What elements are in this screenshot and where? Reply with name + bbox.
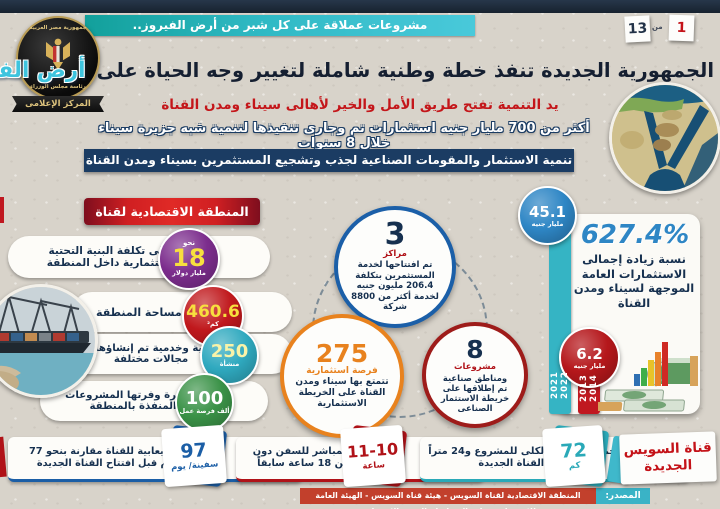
canal-capacity-badge: 97 سفينة/ يوم [161,424,227,488]
badge-unit: ألف فرصة عمل [179,406,230,415]
intro-line-2: أكثر من 700 مليار جنيه استثمارات تم وجار… [98,121,590,151]
left-edge-accent [0,197,4,223]
main-title-text: الجمهورية الجديدة تنفذ خطة وطنية شاملة ل… [96,59,714,82]
bubble-value: 8 [466,334,484,364]
current-investment-badge: 45.1 مليار جنيه [518,186,577,245]
year: 2014 [589,374,599,402]
canal-length-badge: 72 كم [542,424,606,488]
badge-unit: مليار جنيه [573,361,606,370]
bubble-text: ومناطق صناعية تم إطلاقها على خريطة الاست… [440,372,510,413]
source-text: المنطقة الاقتصادية لقناة السويس - هيئة ق… [300,488,596,509]
badge-value: 18 [172,244,206,273]
badge-value: 250 [210,340,249,362]
logo-bottom-text: رئاسة مجلس الوزراء [30,84,86,90]
page-number-separator: من [652,23,663,31]
ez-item-facilities-badge: 250 منشأة [200,326,259,385]
page-number-total: 13 [624,15,651,43]
investment-caption: نسبة زيادة إجمالى الاستثمارات العامة الم… [573,252,695,310]
economic-zone-header: المنطقة الاقتصادية لقناة السويس [84,198,260,246]
bubble-projects: 8 مشروعات ومناطق صناعية تم إطلاقها على خ… [422,322,528,428]
years-baseline: 2013 2014 [579,358,599,418]
bubble-value: 3 [384,217,406,253]
canal-stat-text: إجمالى الطول الكلى للمشروع و24 متراً عمق… [428,446,620,469]
money-illustration [598,342,698,412]
bubble-text: تم افتتاحها لخدمة المستثمرين بتكلفة 206.… [351,260,439,313]
badge-unit: كم² [207,320,219,329]
badge-value: 11-10 [346,439,399,462]
main-title-highlight: أرض الفيروز [0,58,86,83]
badge-unit: منشأة [219,359,240,368]
eagle-icon [46,38,70,70]
canal-stat-text: القدرة الاستيعابية للقناة مقارنة بنحو 77… [28,446,224,469]
logo-top-text: جمهورية مصر العربية [29,25,87,31]
ez-item-jobs-badge: 100 ألف فرصة عمل [175,373,234,432]
intro-line-1: يد التنمية تفتح طريق الأمل والخير لأهالى… [161,97,559,113]
badge-value: 460.6 [186,302,240,323]
badge-value: 72 [559,439,588,463]
left-edge-accent-bottom [0,436,7,478]
baseline-investment-badge: 6.2 مليار جنيه [559,327,620,388]
top-banner: مشروعات عملاقة على كل شبر من أرض الفيروز… [85,15,475,36]
bubble-opportunities: 275 فرصة استثمارية تتمتع بها سيناء ومدن … [280,314,404,438]
source-label: المصدر: [596,488,650,504]
logo-ribbon: المركز الإعلامى [12,96,104,112]
badge-unit: مليار دولار [172,269,206,278]
canal-transit-badge: 11-10 ساعة [340,424,406,488]
bubble-unit: فرصة استثمارية [306,366,378,376]
main-title: الجمهورية الجديدة تنفذ خطة وطنية شاملة ل… [0,52,714,90]
ez-item-cost-text: إجمالى تكلفة البنية التحتية والاستثمارية… [8,236,270,278]
top-strip [0,0,720,13]
badge-value: 100 [185,387,224,409]
government-logo: جمهورية مصر العربية رئاسة مجلس الوزراء ا… [12,16,104,120]
bubble-value: 275 [315,339,369,368]
badge-value: 45.1 [528,202,566,221]
years-current: 2021 2022 [550,355,570,415]
bubble-unit: مشروعات [453,361,497,372]
badge-unit: سفينة/ يوم [170,459,219,473]
logo-emblem-circle: جمهورية مصر العربية رئاسة مجلس الوزراء [16,16,100,100]
year: 2013 [579,374,589,402]
badge-unit: ساعة [362,460,386,472]
investment-percent: 627.4% [580,220,690,250]
badge-value: 6.2 [576,344,603,363]
bubble-text: تتمتع بها سيناء ومدن القناة على الخريطة … [295,377,389,409]
badge-value: 97 [179,439,208,463]
badge-prefix: نحو [182,239,196,248]
bubble-centers: 3 مراكز تم افتتاحها لخدمة المستثمرين بتك… [334,206,456,328]
sinai-map-image [609,82,720,194]
page-number-current: 1 [668,14,695,42]
year: 2022 [560,371,570,399]
badge-unit: مليار جنيه [531,219,564,228]
intro-line-3: تنمية الاستثمار والمقومات الصناعية لجذب … [84,149,574,172]
year: 2021 [550,371,560,399]
bubble-unit: مراكز [383,249,407,260]
canal-label: قناة السويس الجديدة [619,431,717,485]
badge-unit: كم [568,460,581,472]
ez-item-cost-badge: نحو 18 مليار دولار [158,228,220,290]
